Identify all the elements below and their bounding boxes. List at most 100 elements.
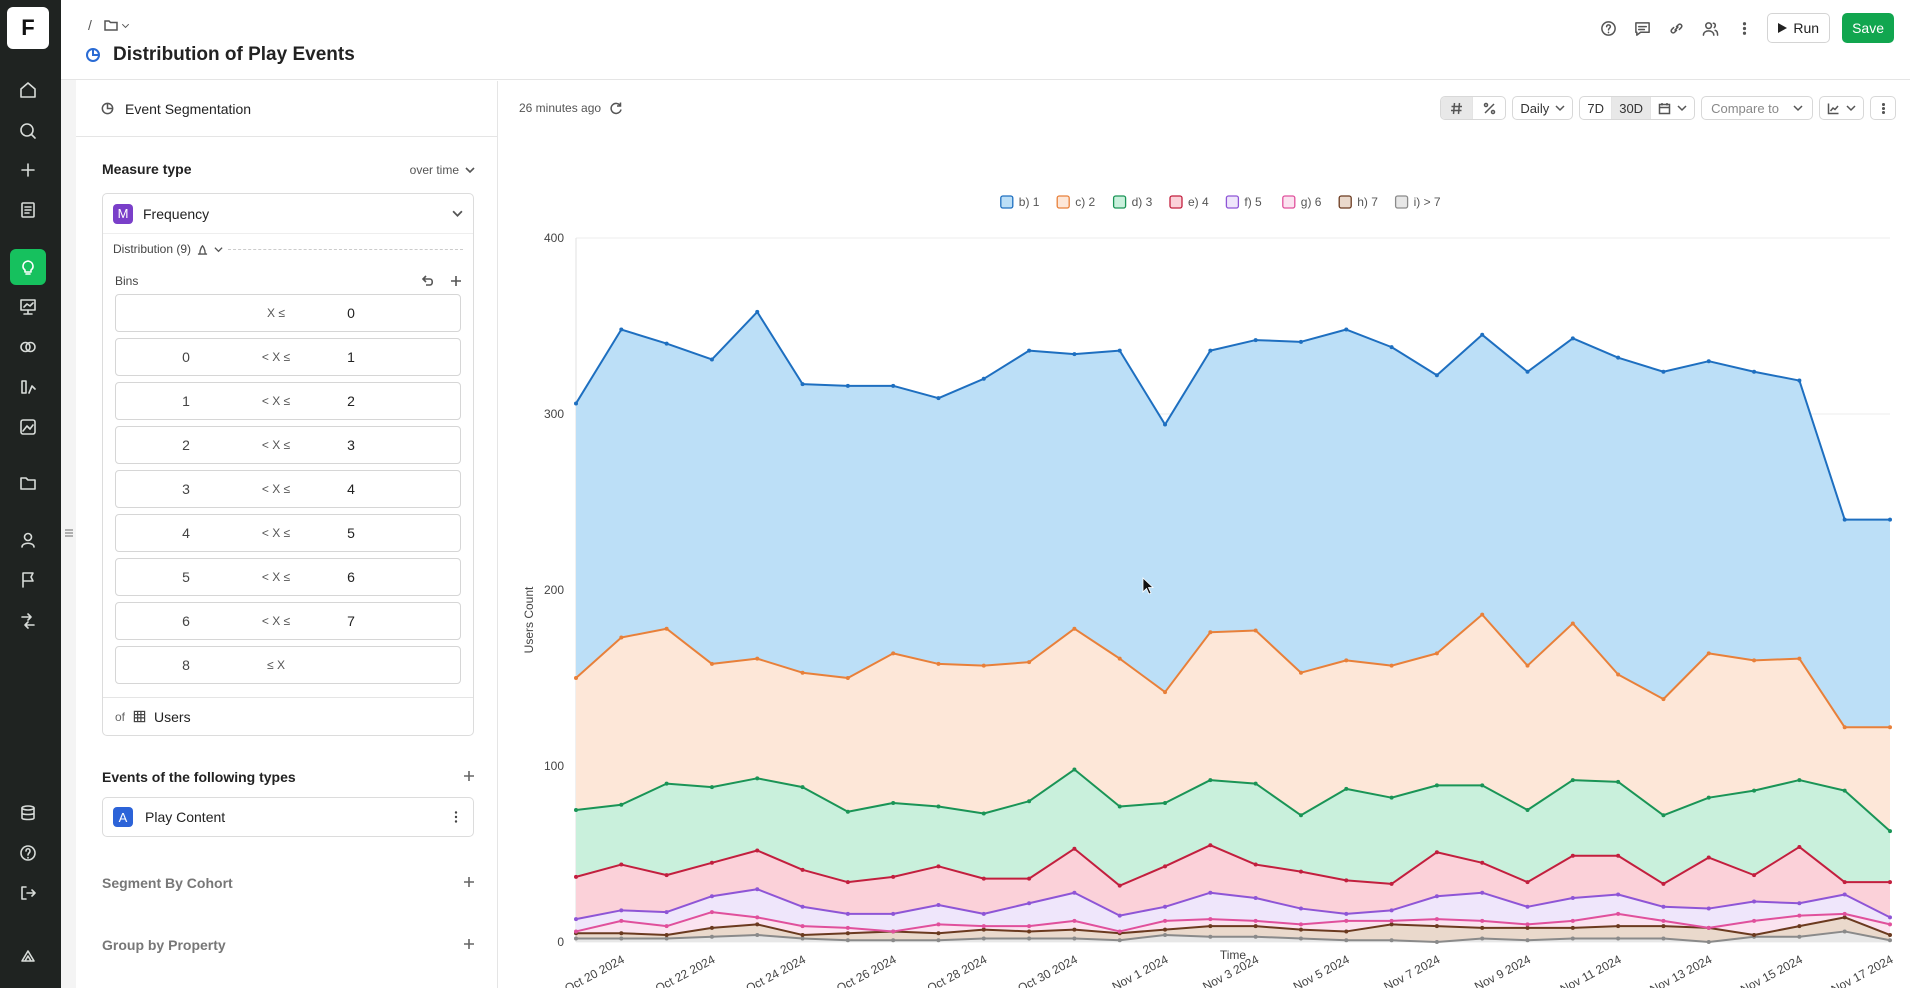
data-point[interactable] — [1208, 934, 1213, 939]
data-point[interactable] — [1163, 864, 1168, 869]
series-line-h-7[interactable] — [576, 916, 1891, 936]
data-point[interactable] — [1752, 873, 1757, 878]
data-point[interactable] — [1117, 938, 1122, 943]
database-icon[interactable] — [10, 795, 46, 831]
data-point[interactable] — [1163, 800, 1168, 805]
data-point[interactable] — [1661, 924, 1666, 929]
page-title[interactable]: Distribution of Play Events — [113, 44, 355, 65]
data-point[interactable] — [1616, 355, 1621, 360]
data-point[interactable] — [664, 932, 669, 937]
experiment-icon[interactable] — [10, 603, 46, 639]
user-icon[interactable] — [10, 522, 46, 558]
data-point[interactable] — [800, 932, 805, 937]
data-point[interactable] — [1434, 924, 1439, 929]
data-point[interactable] — [574, 917, 578, 922]
data-point[interactable] — [1027, 936, 1032, 941]
data-point[interactable] — [981, 376, 986, 381]
data-point[interactable] — [664, 936, 669, 941]
data-point[interactable] — [845, 383, 850, 388]
data-point[interactable] — [709, 357, 714, 362]
data-point[interactable] — [1027, 348, 1032, 353]
data-point[interactable] — [574, 874, 578, 879]
data-point[interactable] — [1525, 938, 1530, 943]
data-point[interactable] — [1570, 853, 1575, 858]
data-point[interactable] — [1344, 911, 1349, 916]
bin-lower-bound[interactable]: 6 — [182, 613, 190, 629]
data-point[interactable] — [936, 903, 941, 908]
bin-upper-bound[interactable]: 5 — [347, 525, 355, 541]
data-point[interactable] — [1389, 938, 1394, 943]
data-point[interactable] — [1752, 899, 1757, 904]
data-point[interactable] — [1661, 697, 1666, 702]
data-point[interactable] — [1117, 804, 1122, 809]
data-point[interactable] — [1434, 940, 1439, 944]
add-cohort-icon[interactable] — [463, 876, 475, 888]
bin-lower-bound[interactable]: 2 — [182, 437, 190, 453]
data-point[interactable] — [1117, 348, 1122, 353]
data-point[interactable] — [755, 848, 760, 853]
data-point[interactable] — [755, 932, 760, 937]
data-point[interactable] — [1253, 918, 1258, 923]
data-point[interactable] — [1480, 918, 1485, 923]
bin-row[interactable]: 1 < X ≤ 2 — [115, 382, 461, 420]
data-point[interactable] — [1072, 918, 1077, 923]
data-point[interactable] — [619, 802, 624, 807]
data-point[interactable] — [1208, 917, 1213, 922]
data-point[interactable] — [1298, 339, 1303, 344]
data-point[interactable] — [1344, 878, 1349, 883]
bin-upper-bound[interactable]: 7 — [347, 613, 355, 629]
data-point[interactable] — [1027, 876, 1032, 881]
data-point[interactable] — [619, 936, 624, 941]
data-point[interactable] — [1253, 781, 1258, 786]
data-point[interactable] — [1072, 927, 1077, 932]
search-icon[interactable] — [10, 113, 46, 149]
data-point[interactable] — [1661, 369, 1666, 374]
data-point[interactable] — [1706, 855, 1711, 860]
data-point[interactable] — [1434, 894, 1439, 899]
data-point[interactable] — [1752, 369, 1757, 374]
data-point[interactable] — [1344, 658, 1349, 663]
data-point[interactable] — [800, 670, 805, 675]
legend-item[interactable]: b) 1 — [1000, 195, 1040, 209]
data-point[interactable] — [1752, 918, 1757, 923]
data-point[interactable] — [1027, 929, 1032, 934]
legend-item[interactable]: g) 6 — [1282, 195, 1322, 209]
chart-type-select[interactable] — [1819, 96, 1864, 120]
data-point[interactable] — [981, 927, 986, 932]
data-point[interactable] — [1797, 656, 1802, 661]
data-point[interactable] — [891, 911, 896, 916]
data-point[interactable] — [1027, 799, 1032, 804]
data-point[interactable] — [1570, 621, 1575, 626]
data-point[interactable] — [1117, 656, 1122, 661]
data-point[interactable] — [1842, 915, 1847, 920]
bin-lower-bound[interactable]: 4 — [182, 525, 190, 541]
data-point[interactable] — [845, 880, 850, 885]
notebook-icon[interactable] — [10, 192, 46, 228]
data-point[interactable] — [1117, 913, 1122, 918]
bin-row[interactable]: X ≤ 0 — [115, 294, 461, 332]
data-point[interactable] — [1842, 517, 1847, 522]
legend-item[interactable]: c) 2 — [1056, 195, 1096, 209]
add-event-icon[interactable] — [463, 770, 475, 782]
data-point[interactable] — [755, 776, 760, 781]
data-point[interactable] — [1072, 352, 1077, 357]
data-point[interactable] — [1888, 725, 1892, 730]
bin-lower-bound[interactable]: 1 — [182, 393, 190, 409]
legend-item[interactable]: f) 5 — [1225, 195, 1262, 209]
data-point[interactable] — [1888, 938, 1892, 943]
data-point[interactable] — [664, 910, 669, 915]
chart-more-button[interactable] — [1870, 96, 1896, 120]
absolute-values-button[interactable] — [1441, 97, 1474, 119]
legend-item[interactable]: e) 4 — [1169, 195, 1209, 209]
data-point[interactable] — [1480, 925, 1485, 930]
data-point[interactable] — [1570, 778, 1575, 783]
data-point[interactable] — [1525, 904, 1530, 909]
bin-lower-bound[interactable]: 3 — [182, 481, 190, 497]
data-point[interactable] — [1208, 778, 1213, 783]
measure-select[interactable]: M Frequency — [103, 194, 473, 234]
data-point[interactable] — [1525, 663, 1530, 668]
data-point[interactable] — [1072, 936, 1077, 941]
bin-upper-bound[interactable]: 1 — [347, 349, 355, 365]
data-point[interactable] — [845, 938, 850, 943]
data-point[interactable] — [709, 661, 714, 666]
